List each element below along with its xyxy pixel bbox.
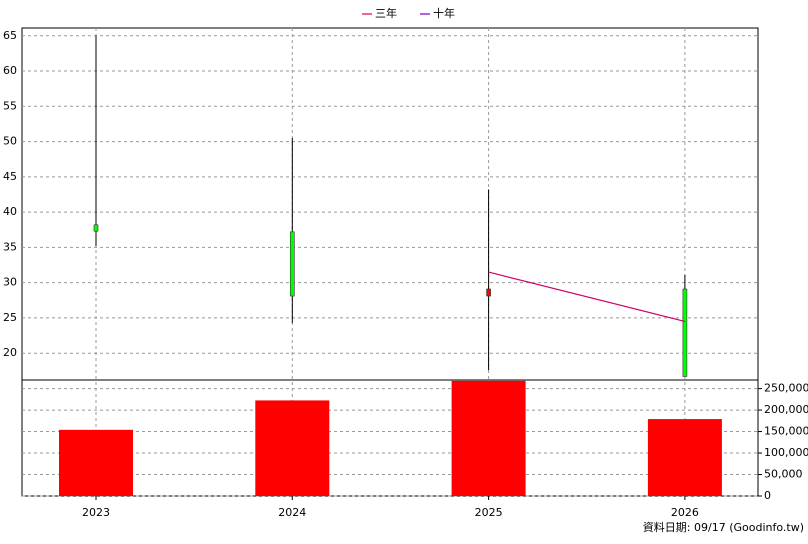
x-tick-label: 2025 [475, 506, 503, 519]
y2-tick-label: 50,000 [764, 468, 803, 481]
y-tick-label: 55 [3, 99, 17, 112]
y2-tick-label: 200,000 [764, 403, 808, 416]
y2-tick-label: 250,000 [764, 382, 808, 395]
y-tick-label: 35 [3, 240, 17, 253]
y2-tick-label: 0 [764, 489, 771, 502]
x-tick-label: 2024 [278, 506, 306, 519]
y-tick-label: 45 [3, 170, 17, 183]
legend-label: 三年 [375, 6, 397, 20]
candle-body [93, 224, 99, 232]
plot-frame [21, 27, 759, 497]
legend-label: 十年 [433, 6, 455, 20]
volume-bar [255, 400, 330, 496]
candle-body [682, 288, 688, 377]
footer: 資料日期: 09/17 (Goodinfo.tw) [643, 520, 804, 534]
y2-tick-label: 150,000 [764, 425, 808, 438]
y-tick-label: 40 [3, 205, 17, 218]
y2-tick-label: 100,000 [764, 446, 808, 459]
y-tick-label: 65 [3, 29, 17, 42]
series-line [488, 271, 686, 323]
y-tick-label: 60 [3, 64, 17, 77]
volume-bar [647, 419, 722, 496]
volume-bar [451, 380, 526, 496]
candle-body [486, 288, 491, 297]
x-tick-label: 2026 [671, 506, 699, 519]
y-tick-label: 20 [3, 346, 17, 359]
y-tick-label: 25 [3, 311, 17, 324]
x-tick-label: 2023 [82, 506, 110, 519]
y-tick-label: 30 [3, 276, 17, 289]
volume-bar [59, 429, 133, 496]
y-tick-label: 50 [3, 135, 17, 148]
candle-body [289, 231, 295, 297]
